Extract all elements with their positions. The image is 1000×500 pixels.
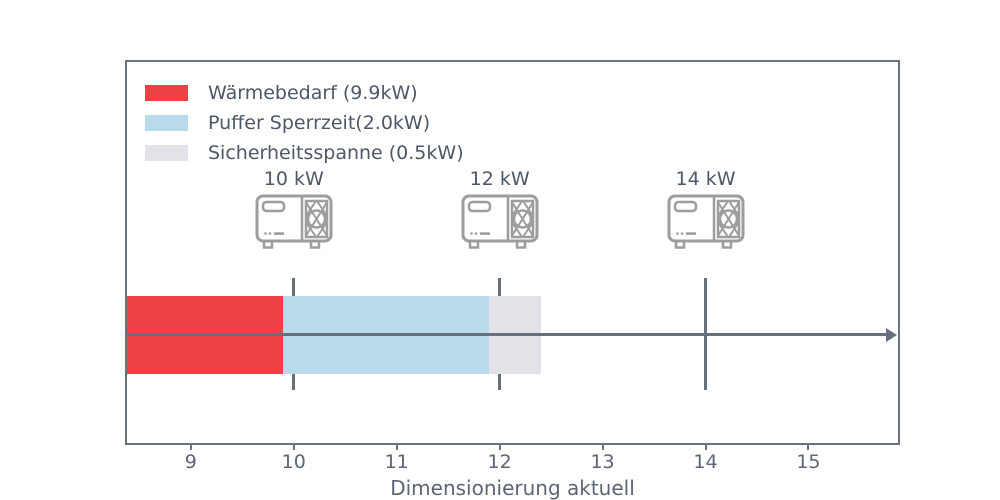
heat-pump-icon (254, 193, 334, 251)
legend-swatch-icon (145, 85, 188, 101)
x-tick (601, 445, 604, 450)
x-axis-arrow-line (125, 333, 887, 336)
x-tick (807, 445, 810, 450)
x-tick (189, 445, 192, 450)
x-tick (704, 445, 707, 450)
legend-label: Puffer Sperrzeit(2.0kW) (208, 112, 431, 134)
legend-item: Sicherheitsspanne (0.5kW) (145, 138, 464, 168)
x-tick (498, 445, 501, 450)
legend-item: Puffer Sperrzeit(2.0kW) (145, 108, 464, 138)
x-tick-label: 13 (590, 451, 615, 473)
x-tick-label: 10 (281, 451, 306, 473)
x-tick (395, 445, 398, 450)
legend-swatch-icon (145, 145, 188, 161)
x-axis-arrowhead-icon (886, 328, 897, 342)
heat-pump-icon (666, 193, 746, 251)
legend-label: Sicherheitsspanne (0.5kW) (208, 142, 464, 164)
marker-power-label: 14 kW (675, 168, 736, 190)
legend-label: Wärmebedarf (9.9kW) (208, 82, 418, 104)
heat-pump-icon (460, 193, 540, 251)
x-tick-label: 15 (796, 451, 821, 473)
x-axis-title: Dimensionierung aktuell (390, 476, 635, 500)
x-tick-label: 11 (384, 451, 409, 473)
x-tick (292, 445, 295, 450)
marker-power-label: 12 kW (469, 168, 530, 190)
legend-swatch-icon (145, 115, 188, 131)
x-tick-label: 12 (487, 451, 512, 473)
x-tick-label: 14 (693, 451, 718, 473)
x-tick-label: 9 (184, 451, 197, 473)
legend: Wärmebedarf (9.9kW) Puffer Sperrzeit(2.0k… (145, 78, 464, 168)
plot-area (125, 60, 900, 445)
legend-item: Wärmebedarf (9.9kW) (145, 78, 464, 108)
marker-power-label: 10 kW (263, 168, 324, 190)
